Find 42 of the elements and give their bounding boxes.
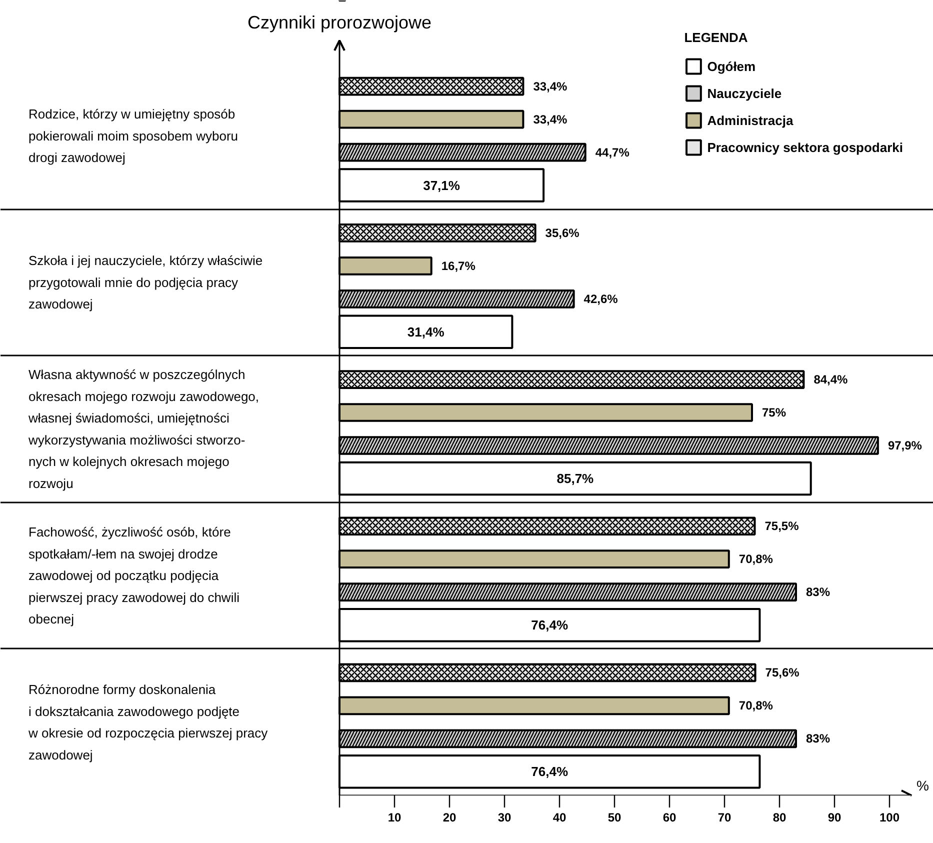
x-tick-label: 70	[718, 810, 732, 824]
x-tick-label: 90	[828, 810, 842, 824]
data-label: 42,6%	[584, 292, 618, 306]
data-label: 70,8%	[738, 552, 774, 566]
x-tick-label: 40	[552, 810, 566, 824]
data-label: 31,4%	[407, 324, 445, 340]
data-label: 76,4%	[531, 618, 568, 633]
x-tick-label: 20	[442, 810, 456, 824]
y-tick-label: Różnorodne formy doskonalenia i dokształcania zawodowego podjęte w okresie od rozpoczęcia pierwszej pracy zawodowej	[28, 682, 268, 762]
x-tick-label: 100	[879, 810, 900, 824]
y-tick-label: Fachowość, życzliwość osób, które spotkałam/-łem na swojej drodze zawodowej od początku podjęcia pierwszej pracy zawodowej do chwili obecnej	[28, 524, 240, 627]
data-label: 16,7%	[441, 258, 476, 273]
data-label: 84,4%	[814, 372, 848, 387]
data-label: 33,4%	[533, 112, 568, 126]
y-axis-title: Czynniki prorozwojowe	[247, 12, 432, 32]
data-label: 83%	[806, 585, 830, 600]
data-label: 75,6%	[765, 666, 800, 680]
x-tick-label: 30	[498, 810, 512, 824]
data-label: 33,4%	[533, 79, 568, 94]
y-tick-label: Szkoła i jej nauczyciele, którzy właściwie przygotowali mnie do podjęcia pracy zawodowej	[28, 253, 263, 312]
data-label: 75%	[762, 406, 786, 420]
x-tick-label: 80	[772, 810, 786, 824]
legend-label: Ogółem	[707, 58, 756, 74]
data-label: 76,4%	[531, 764, 568, 780]
data-label: 37,1%	[423, 178, 460, 193]
x-tick-label: 60	[662, 810, 676, 824]
data-label: 44,7%	[595, 145, 630, 160]
legend-label: Administracja	[707, 112, 794, 128]
x-tick-label: 50	[608, 810, 622, 824]
x-tick-label: 10	[388, 810, 402, 824]
data-label: 85,7%	[556, 470, 594, 486]
legend-title: LEGENDA	[684, 30, 749, 45]
data-label: 35,6%	[545, 226, 580, 240]
legend-label: Nauczyciele	[707, 86, 782, 100]
y-tick-label: Własna aktywność w poszczególnych okresach mojego rozwoju zawodowego, własnej świadomości, umiejętności wykorzystywania możliwości stworzo- nych w kolejnych okresach mojego rozwoju	[28, 367, 260, 491]
data-label: 83%	[806, 732, 830, 746]
y-tick-label: Rodzice, którzy w umiejętny sposób pokierowali moim sposobem wyboru drogi zawodowej	[28, 106, 238, 166]
x-axis-title: %	[916, 778, 929, 794]
legend-label: Pracownicy sektora gospodarki	[707, 140, 903, 154]
data-label: 70,8%	[738, 698, 774, 713]
data-label: 97,9%	[888, 438, 922, 452]
data-label: 75,5%	[764, 519, 800, 534]
